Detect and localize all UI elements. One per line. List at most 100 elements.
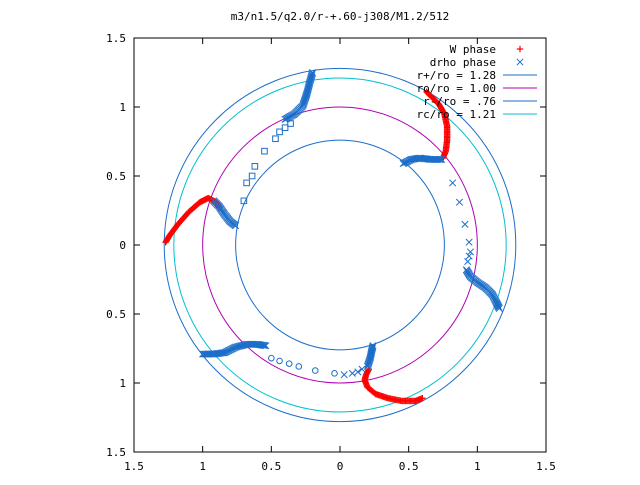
marker-stroke	[465, 252, 473, 260]
drho-phase-point	[363, 362, 372, 370]
drho-phase-point	[358, 365, 366, 373]
y-tick-label: 1	[119, 101, 126, 114]
marker-stroke	[363, 362, 372, 370]
drho-phase-point	[364, 361, 372, 369]
legend-label: r+/ro = 1.28	[417, 69, 496, 82]
drho-phase-point	[268, 354, 275, 362]
drho-phase-point	[272, 135, 279, 143]
y-tick-label: 0.5	[106, 308, 126, 321]
marker-stroke	[358, 365, 366, 373]
y-tick-label: 1.5	[106, 446, 126, 459]
w-phase-point	[516, 45, 524, 53]
y-tick-label: 1.5	[106, 32, 126, 45]
marker-stroke	[465, 238, 473, 246]
marker-stroke	[435, 155, 443, 163]
drho-phase-point	[259, 341, 268, 349]
drho-phase-point	[464, 258, 472, 266]
drho-phase-point	[465, 238, 473, 246]
marker-stroke	[348, 369, 356, 377]
w-phase-point	[419, 394, 426, 402]
marker-stroke	[455, 198, 464, 206]
marker-stroke	[493, 299, 501, 307]
marker-stroke	[262, 342, 270, 350]
marker-stroke	[299, 100, 307, 109]
marker-stroke	[364, 360, 372, 368]
marker-stroke	[261, 341, 269, 350]
marker-stroke	[436, 155, 444, 163]
marker-stroke	[449, 179, 457, 187]
marker-stroke	[340, 371, 348, 379]
drho-phase-point	[493, 299, 501, 307]
x-tick-label: 1	[474, 460, 481, 473]
drho-phase-point	[340, 371, 348, 379]
drho-phase-point	[461, 220, 469, 228]
drho-phase-point	[466, 248, 475, 256]
marker-stroke	[461, 220, 469, 228]
legend-label: W phase	[450, 43, 496, 56]
series-drho-phase	[199, 68, 503, 379]
legend-label: r-/ro = .76	[423, 95, 496, 108]
axis-ticks: 1.5 1 0.5 0 0.5 1 1.51.510.500.511.5	[106, 32, 556, 473]
drho-phase-point	[436, 155, 444, 163]
circle-0-76	[235, 139, 445, 351]
drho-phase-point	[516, 58, 524, 66]
marker-stroke	[438, 155, 446, 163]
circle-1-21	[173, 77, 507, 413]
marker-stroke	[516, 58, 524, 66]
drho-phase-point	[364, 360, 372, 368]
drho-phase-point	[311, 367, 319, 374]
x-tick-label: 0.5	[399, 460, 419, 473]
x-tick-label: 0	[337, 460, 344, 473]
drho-phase-point	[285, 360, 293, 367]
drho-phase-point	[276, 128, 283, 136]
chart-title: m3/n1.5/q2.0/r-+.60-j308/M1.2/512	[231, 10, 450, 23]
drho-phase-point	[299, 100, 307, 109]
marker-stroke	[466, 248, 475, 256]
marker-stroke	[232, 222, 240, 230]
legend-label: ro/ro = 1.00	[417, 82, 496, 95]
marker-stroke	[259, 341, 268, 349]
y-tick-label: 0.5	[106, 170, 126, 183]
marker-stroke	[364, 361, 372, 369]
data-series	[162, 68, 503, 405]
x-tick-label: 1	[199, 460, 206, 473]
drho-phase-point	[248, 172, 256, 180]
drho-phase-point	[455, 198, 464, 206]
y-tick-label: 1	[119, 377, 126, 390]
drho-phase-point	[261, 341, 269, 350]
x-tick-label: 1.5	[536, 460, 556, 473]
x-tick-label: 1.5	[124, 460, 144, 473]
marker-stroke	[354, 368, 362, 376]
drho-phase-point	[243, 179, 250, 187]
drho-phase-point	[449, 179, 457, 187]
drho-phase-point	[287, 120, 294, 127]
drho-phase-point	[281, 115, 289, 123]
drho-phase-point	[262, 342, 270, 350]
circle-1-28	[163, 67, 517, 423]
marker-stroke	[258, 341, 266, 349]
drho-phase-point	[348, 369, 356, 377]
drho-phase-point	[295, 363, 303, 370]
drho-phase-point	[276, 357, 283, 365]
x-tick-label: 0.5	[261, 460, 281, 473]
drho-phase-point	[465, 252, 473, 260]
marker-stroke	[464, 258, 472, 266]
circle-1	[202, 106, 478, 384]
drho-phase-point	[435, 155, 443, 163]
drho-phase-point	[240, 197, 248, 205]
drho-phase-point	[438, 155, 446, 163]
y-tick-label: 0	[119, 239, 126, 252]
legend-label: drho phase	[430, 56, 496, 69]
drho-phase-point	[281, 124, 289, 132]
series-w-phase	[162, 88, 451, 405]
drho-phase-point	[251, 163, 259, 170]
drho-phase-point	[261, 147, 268, 155]
drho-phase-point	[331, 370, 338, 377]
legend-label: rc/ro = 1.21	[417, 108, 496, 121]
marker-stroke	[281, 115, 289, 123]
drho-phase-point	[232, 222, 240, 230]
reference-circles	[163, 67, 517, 423]
